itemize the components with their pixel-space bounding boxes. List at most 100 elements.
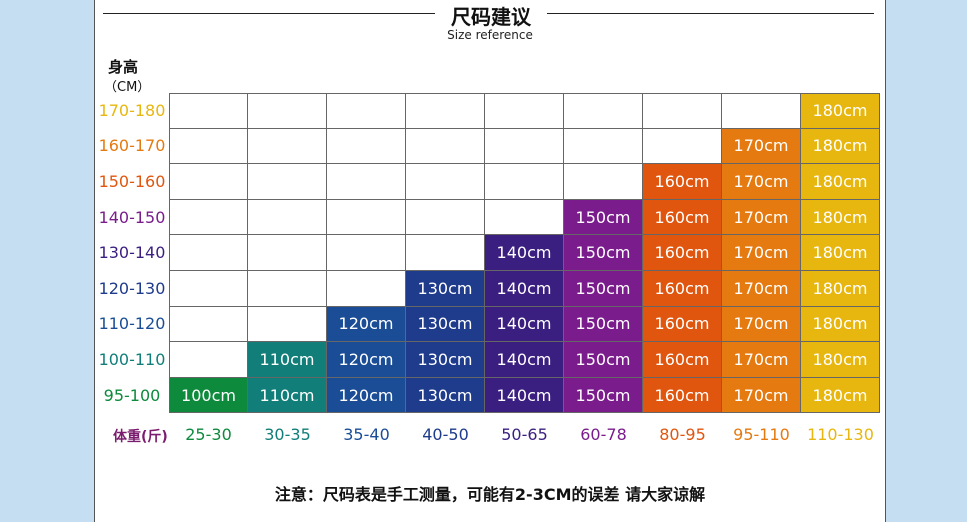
empty-cell: [327, 164, 406, 200]
size-cell: 120cm: [327, 342, 406, 378]
empty-cell: [643, 93, 722, 129]
empty-cell: [485, 199, 564, 236]
size-cell: 170cm: [722, 342, 801, 378]
size-cell: 160cm: [643, 164, 722, 200]
height-range-label: 120-130: [98, 278, 166, 298]
size-cell: 140cm: [485, 271, 564, 307]
size-cell: 180cm: [801, 164, 880, 200]
empty-cell: [722, 93, 801, 129]
size-cell: 130cm: [406, 306, 485, 343]
weight-range-label: 30-35: [264, 425, 311, 444]
size-cell: 130cm: [406, 342, 485, 378]
size-cell: 150cm: [564, 342, 643, 378]
empty-cell: [406, 164, 485, 200]
x-axis-label: 体重(斤): [113, 429, 168, 445]
weight-range-label: 60-78: [580, 425, 627, 444]
empty-cell: [327, 271, 406, 307]
empty-cell: [327, 235, 406, 271]
chart-title: 尺码建议: [451, 5, 531, 29]
title-rule-left: [103, 13, 435, 14]
size-cell: 110cm: [248, 342, 327, 378]
height-range-label: 160-170: [98, 136, 166, 156]
size-cell: 140cm: [485, 306, 564, 343]
empty-cell: [406, 235, 485, 271]
size-cell: 180cm: [801, 342, 880, 378]
size-cell: 150cm: [564, 271, 643, 307]
empty-cell: [406, 128, 485, 165]
measurement-note: 注意：尺码表是手工测量，可能有2-3CM的误差 请大家谅解: [274, 485, 706, 504]
empty-cell: [169, 128, 248, 165]
size-cell: 140cm: [485, 342, 564, 378]
size-cell: 180cm: [801, 377, 880, 414]
weight-range-label: 40-50: [422, 425, 469, 444]
weight-range-label: 110-130: [807, 425, 874, 444]
size-cell: 160cm: [643, 199, 722, 236]
size-cell: 160cm: [643, 235, 722, 271]
height-range-label: 150-160: [98, 172, 166, 191]
empty-cell: [169, 306, 248, 343]
size-cell: 170cm: [722, 306, 801, 343]
size-cell: 150cm: [564, 235, 643, 271]
y-axis-label: 身高: [108, 58, 139, 76]
title-rule-right: [547, 13, 874, 14]
weight-range-label: 50-65: [501, 425, 548, 444]
size-cell: 180cm: [801, 271, 880, 307]
size-cell: 120cm: [327, 306, 406, 343]
size-cell: 180cm: [801, 235, 880, 271]
size-cell: 140cm: [485, 235, 564, 271]
empty-cell: [169, 235, 248, 271]
size-cell: 160cm: [643, 306, 722, 343]
empty-cell: [327, 128, 406, 165]
size-cell: 160cm: [643, 377, 722, 414]
empty-cell: [248, 271, 327, 307]
empty-cell: [327, 199, 406, 236]
empty-cell: [248, 235, 327, 271]
size-cell: 110cm: [248, 377, 327, 414]
weight-range-label: 80-95: [659, 425, 706, 444]
height-range-label: 95-100: [103, 385, 161, 405]
size-grid: 180cm 170cm 180cm 160cm 170cm 180cm 150cm 160cm…: [169, 93, 880, 414]
size-cell: 130cm: [406, 377, 485, 414]
size-cell: 150cm: [564, 306, 643, 343]
size-cell: 100cm: [169, 377, 248, 414]
empty-cell: [564, 128, 643, 165]
empty-cell: [169, 342, 248, 378]
size-cell: 170cm: [722, 271, 801, 307]
size-cell: 180cm: [801, 93, 880, 129]
y-axis-unit: （CM）: [104, 80, 151, 95]
height-range-label: 140-150: [98, 207, 166, 227]
empty-cell: [248, 93, 327, 129]
empty-cell: [169, 199, 248, 236]
size-cell: 170cm: [722, 377, 801, 414]
weight-range-label: 95-110: [733, 425, 790, 444]
empty-cell: [169, 93, 248, 129]
size-cell: 120cm: [327, 377, 406, 414]
size-cell: 150cm: [564, 199, 643, 236]
height-range-label: 170-180: [98, 100, 166, 120]
empty-cell: [406, 199, 485, 236]
size-cell: 180cm: [801, 199, 880, 236]
empty-cell: [564, 164, 643, 200]
empty-cell: [564, 93, 643, 129]
height-range-label: 130-140: [98, 243, 166, 263]
empty-cell: [327, 93, 406, 129]
size-cell: 170cm: [722, 235, 801, 271]
empty-cell: [643, 128, 722, 165]
chart-subtitle: Size reference: [447, 28, 533, 42]
size-cell: 160cm: [643, 271, 722, 307]
empty-cell: [485, 128, 564, 165]
size-cell: 130cm: [406, 271, 485, 307]
size-cell: 160cm: [643, 342, 722, 378]
size-cell: 170cm: [722, 164, 801, 200]
size-cell: 180cm: [801, 306, 880, 343]
empty-cell: [485, 164, 564, 200]
empty-cell: [406, 93, 485, 129]
height-range-label: 100-110: [98, 350, 166, 369]
empty-cell: [248, 128, 327, 165]
size-cell: 140cm: [485, 377, 564, 414]
weight-range-label: 25-30: [185, 425, 232, 444]
empty-cell: [248, 306, 327, 343]
empty-cell: [169, 164, 248, 200]
size-cell: 150cm: [564, 377, 643, 414]
empty-cell: [248, 164, 327, 200]
